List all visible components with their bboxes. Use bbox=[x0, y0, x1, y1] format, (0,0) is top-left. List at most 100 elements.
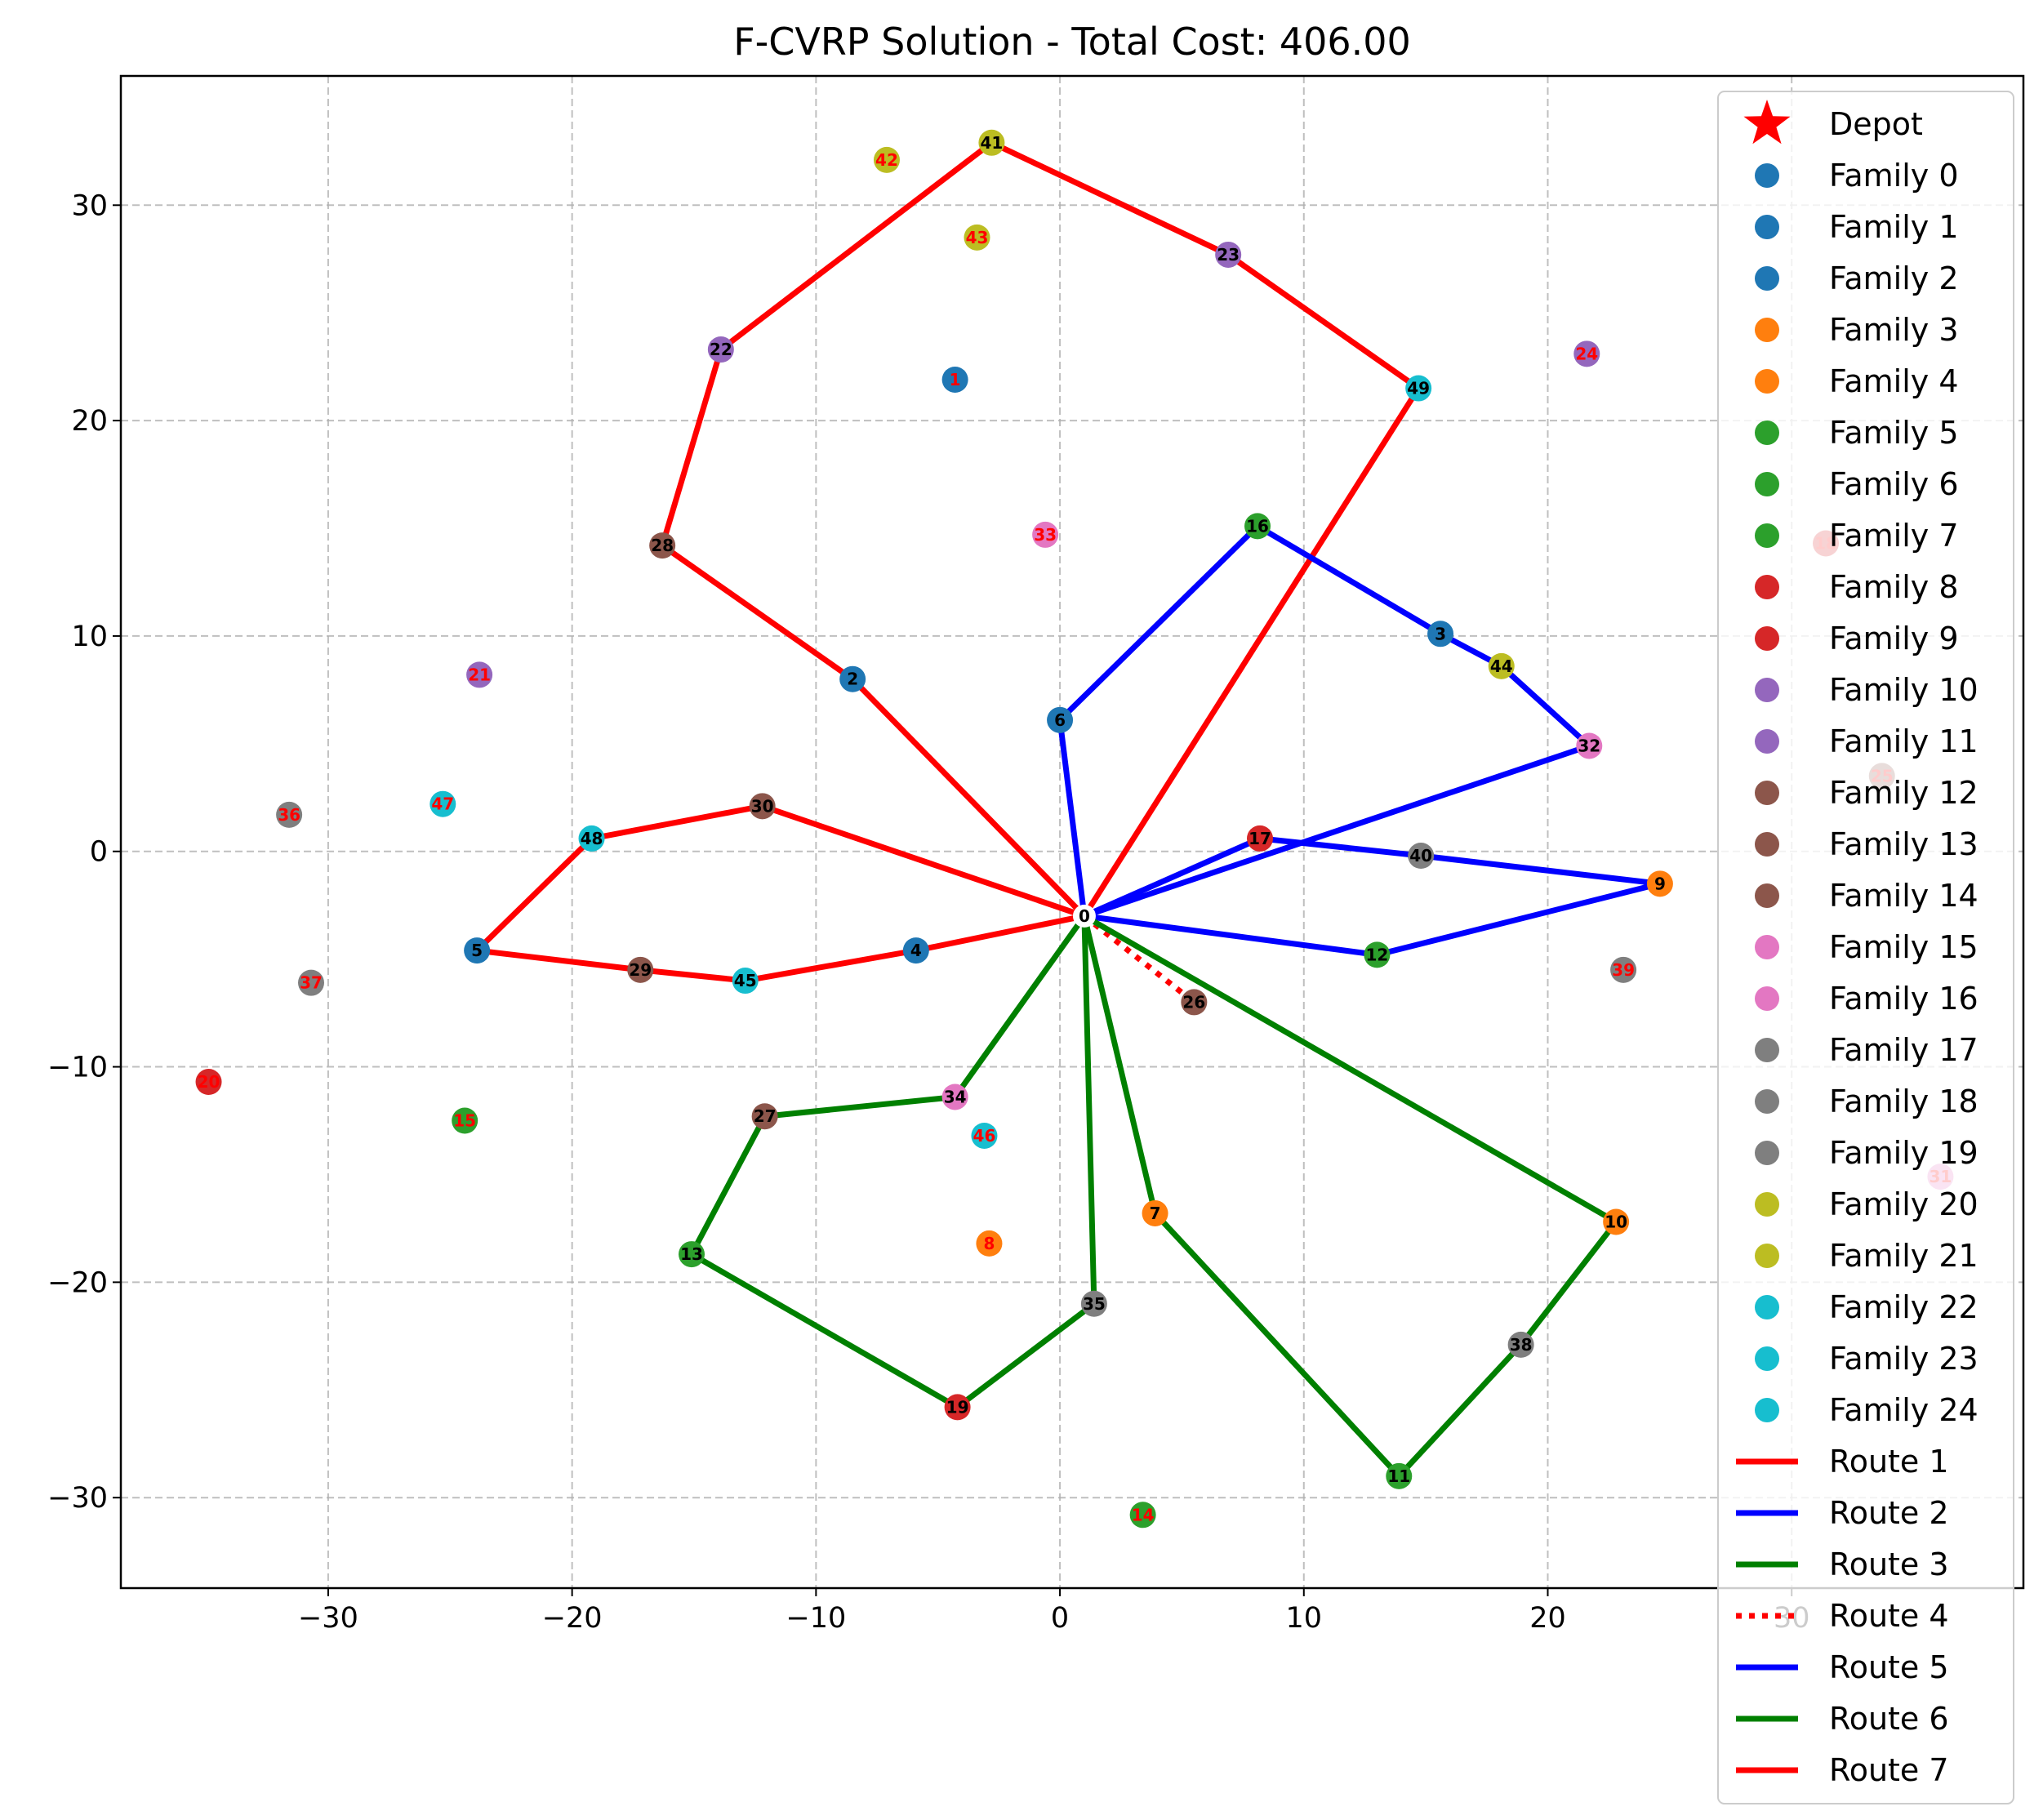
node-label-46: 46 bbox=[973, 1126, 996, 1146]
legend-entry-label: Family 23 bbox=[1829, 1341, 1978, 1377]
customer-node-2 bbox=[839, 665, 866, 692]
customer-node-6 bbox=[1047, 706, 1074, 733]
legend-family-marker bbox=[1755, 421, 1779, 445]
legend-entry-label: Family 16 bbox=[1829, 981, 1978, 1017]
customer-node-26 bbox=[1181, 989, 1208, 1016]
customer-node-7 bbox=[1142, 1199, 1168, 1226]
node-label-4: 4 bbox=[910, 941, 922, 960]
customer-node-43 bbox=[964, 224, 990, 251]
customer-node-12 bbox=[1364, 941, 1391, 968]
node-label-32: 32 bbox=[1578, 736, 1600, 755]
legend-family-marker bbox=[1755, 1346, 1779, 1371]
customer-node-34 bbox=[941, 1084, 968, 1110]
y-tick-label: 10 bbox=[71, 621, 108, 653]
node-label-42: 42 bbox=[875, 150, 898, 170]
node-label-16: 16 bbox=[1246, 516, 1269, 536]
node-label-45: 45 bbox=[734, 971, 757, 990]
customer-node-16 bbox=[1244, 513, 1271, 540]
route-line-route-7 bbox=[474, 803, 1086, 984]
node-label-48: 48 bbox=[581, 829, 603, 848]
node-label-35: 35 bbox=[1083, 1294, 1106, 1314]
node-label-41: 41 bbox=[981, 133, 1004, 153]
node-label-44: 44 bbox=[1490, 656, 1513, 676]
depot-label: 0 bbox=[1079, 906, 1090, 926]
customer-node-1 bbox=[941, 366, 968, 393]
customer-node-32 bbox=[1576, 732, 1603, 759]
x-tick-label: −20 bbox=[542, 1602, 603, 1635]
legend-entry-label: Route 4 bbox=[1829, 1598, 1949, 1634]
plot-frame bbox=[119, 74, 2025, 1590]
route-line-route-4 bbox=[1082, 914, 1196, 1005]
legend-family-marker bbox=[1755, 575, 1779, 599]
legend-entry-label: Family 19 bbox=[1829, 1135, 1978, 1171]
node-label-20: 20 bbox=[198, 1072, 220, 1092]
customer-node-4 bbox=[902, 937, 929, 964]
route-line-route-6 bbox=[1081, 913, 1619, 1480]
customer-node-38 bbox=[1507, 1331, 1534, 1358]
legend-family-marker bbox=[1755, 163, 1779, 188]
y-tick-label: −30 bbox=[47, 1482, 108, 1515]
route-line-route-5 bbox=[1083, 835, 1663, 958]
legend-family-marker bbox=[1755, 1295, 1779, 1319]
legend-family-marker bbox=[1755, 1141, 1779, 1165]
customer-node-8 bbox=[976, 1230, 1003, 1257]
legend-entry-label: Family 22 bbox=[1829, 1289, 1978, 1325]
customer-node-11 bbox=[1386, 1462, 1413, 1489]
node-label-12: 12 bbox=[1365, 945, 1388, 964]
node-label-38: 38 bbox=[1510, 1335, 1533, 1355]
node-label-6: 6 bbox=[1054, 710, 1066, 730]
node-label-22: 22 bbox=[710, 340, 732, 359]
node-label-34: 34 bbox=[944, 1087, 967, 1106]
legend-entry-label: Family 3 bbox=[1829, 312, 1959, 348]
customer-node-37 bbox=[298, 969, 324, 996]
customer-node-30 bbox=[749, 793, 776, 820]
customer-node-39 bbox=[1610, 956, 1637, 983]
legend-entry-label: Family 4 bbox=[1829, 363, 1959, 399]
customer-node-20 bbox=[195, 1069, 222, 1096]
node-label-23: 23 bbox=[1217, 245, 1240, 265]
legend-family-marker bbox=[1755, 369, 1779, 394]
route-line-route-1 bbox=[659, 140, 1422, 919]
node-label-39: 39 bbox=[1612, 960, 1635, 980]
legend: Depot Family 0 Family 1 Family 2 Family 3 Fam… bbox=[1717, 91, 2014, 1804]
legend-entry-label: Family 1 bbox=[1829, 209, 1959, 245]
customer-node-23 bbox=[1215, 241, 1242, 268]
node-label-49: 49 bbox=[1407, 379, 1430, 398]
legend-family-marker bbox=[1755, 935, 1779, 959]
customer-node-9 bbox=[1646, 870, 1673, 897]
customer-node-46 bbox=[971, 1122, 998, 1149]
customer-node-17 bbox=[1247, 825, 1274, 852]
customer-node-28 bbox=[649, 532, 676, 559]
legend-family-marker bbox=[1755, 523, 1779, 548]
legend-family-marker bbox=[1755, 266, 1779, 291]
node-label-27: 27 bbox=[754, 1106, 777, 1126]
legend-entry-label: Family 5 bbox=[1829, 415, 1959, 451]
node-label-47: 47 bbox=[431, 794, 454, 814]
legend-entry-label: Family 10 bbox=[1829, 672, 1978, 708]
customer-node-24 bbox=[1573, 340, 1600, 367]
legend-family-marker bbox=[1755, 781, 1779, 805]
legend-family-marker bbox=[1755, 1192, 1779, 1217]
node-label-5: 5 bbox=[471, 941, 483, 960]
node-label-10: 10 bbox=[1605, 1213, 1627, 1232]
legend-entry-label: Family 13 bbox=[1829, 826, 1978, 862]
legend-box bbox=[1717, 91, 2014, 1804]
legend-entry-label: Family 7 bbox=[1829, 518, 1959, 554]
legend-entry-label: Family 20 bbox=[1829, 1186, 1978, 1222]
depot-circle bbox=[1072, 904, 1096, 928]
legend-family-marker bbox=[1755, 1398, 1779, 1422]
legend-family-marker bbox=[1755, 1038, 1779, 1062]
legend-entry-label: Route 2 bbox=[1829, 1495, 1949, 1531]
legend-family-marker bbox=[1755, 318, 1779, 342]
y-tick-label: −20 bbox=[47, 1266, 108, 1299]
node-label-30: 30 bbox=[751, 796, 774, 816]
legend-entry-label: Route 6 bbox=[1829, 1701, 1949, 1737]
node-label-36: 36 bbox=[278, 805, 300, 825]
node-label-26: 26 bbox=[1182, 992, 1205, 1012]
legend-family-marker bbox=[1755, 678, 1779, 702]
node-label-8: 8 bbox=[983, 1234, 995, 1253]
node-label-19: 19 bbox=[946, 1397, 969, 1417]
x-tick-label: −30 bbox=[298, 1602, 358, 1635]
legend-family-marker bbox=[1755, 986, 1779, 1011]
